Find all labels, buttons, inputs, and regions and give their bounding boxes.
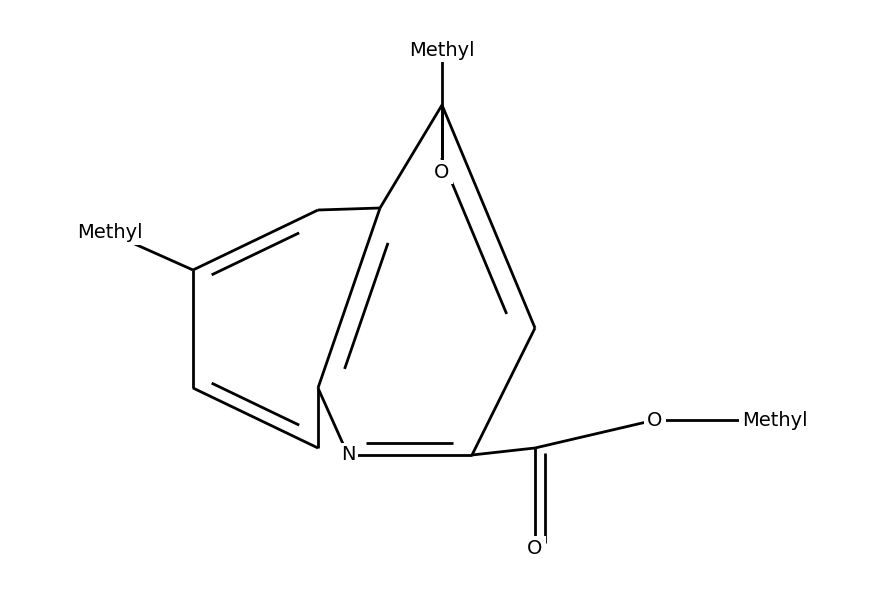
Text: N: N xyxy=(340,446,355,465)
Text: O: O xyxy=(434,163,450,182)
Text: Methyl: Methyl xyxy=(743,410,808,429)
Text: Methyl: Methyl xyxy=(409,41,475,59)
Text: Methyl: Methyl xyxy=(77,224,143,243)
Text: O: O xyxy=(528,539,543,557)
Text: O: O xyxy=(647,410,663,429)
